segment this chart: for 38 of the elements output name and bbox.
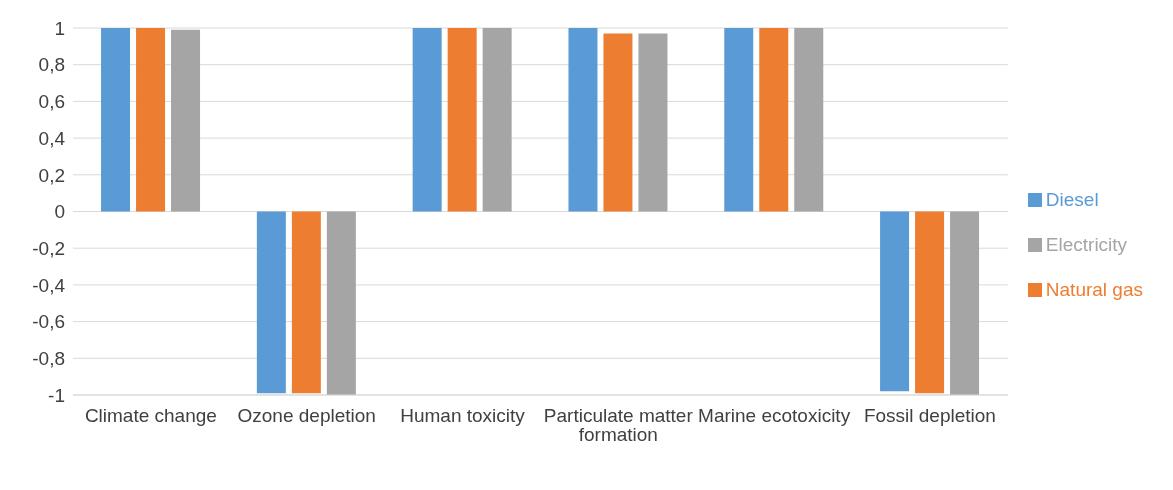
y-tick-label: 0,4 [38,127,66,149]
x-tick-label: Climate change [84,405,217,427]
y-tick-label: -0,4 [32,274,66,296]
bar [759,28,789,212]
bar [603,33,633,212]
bar [794,28,824,212]
bar [447,28,477,212]
x-tick-label: Fossil depletion [863,405,996,427]
bar [412,28,442,212]
y-tick-label: 0,8 [38,54,65,76]
bar [136,28,166,212]
bar [950,211,980,395]
bar [171,29,201,212]
bar [638,33,668,212]
y-tick-label: 0 [54,201,65,223]
bar [326,211,356,395]
y-tick-label: 0,2 [38,164,65,186]
bar [915,211,945,394]
bar [256,211,286,394]
y-tick-label: 0,6 [38,91,65,113]
legend-label: Electricity [1045,233,1128,255]
legend-label: Natural gas [1045,278,1143,300]
x-tick-label: Particulate matter formation [543,405,694,446]
y-tick-label: -0,6 [32,311,65,333]
x-tick-label: Human toxicity [400,405,526,427]
bar [880,211,910,392]
x-tick-label: Ozone depletion [237,405,376,427]
legend-label: Diesel [1045,188,1099,210]
bar [291,211,321,394]
x-tick-label: Marine ecotoxicity [698,405,851,427]
y-tick-label: -0,8 [32,348,65,370]
bar [724,28,754,212]
y-tick-label: 1 [54,17,65,39]
bar [568,28,598,212]
bar [101,28,131,212]
bar [482,28,512,212]
y-tick-label: -0,2 [32,237,65,259]
y-tick-label: -1 [48,384,65,406]
